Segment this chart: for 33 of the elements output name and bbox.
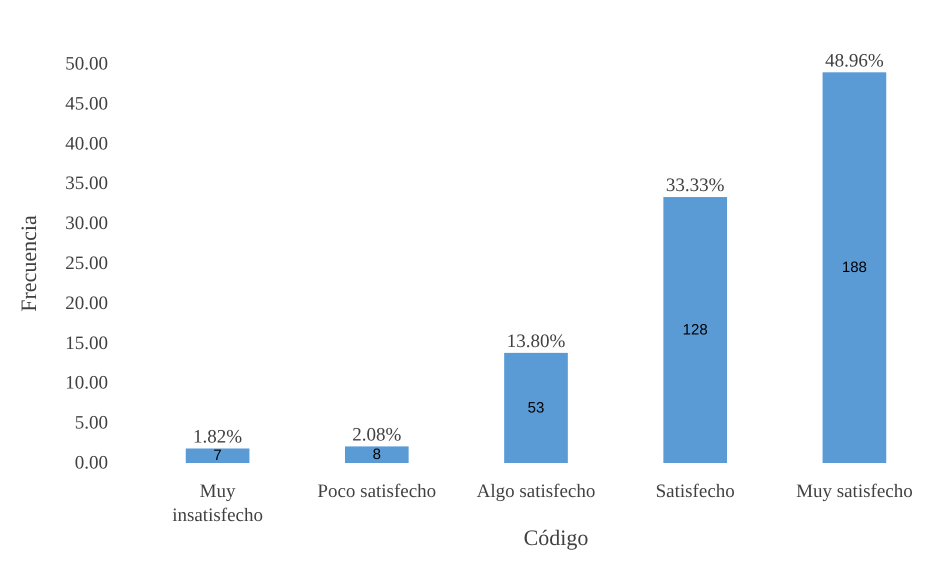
bar	[186, 448, 250, 463]
y-tick-label: 35.00	[65, 173, 108, 194]
data-label: 33.33%	[666, 175, 725, 196]
annotation: 188	[842, 259, 867, 276]
y-tick-label: 10.00	[65, 372, 108, 394]
y-tick-label: 25.00	[65, 253, 108, 274]
y-tick-label: 20.00	[65, 292, 108, 314]
x-tick-label: Poco satisfecho	[317, 481, 436, 502]
y-tick-label: 30.00	[65, 213, 108, 234]
x-axis-title: Código	[524, 525, 588, 550]
y-tick-label: 45.00	[65, 93, 108, 114]
y-tick-label: 40.00	[65, 133, 108, 154]
x-tick-label: Muy satisfecho	[796, 481, 913, 502]
y-tick-label: 15.00	[65, 332, 108, 354]
annotation: 7	[213, 447, 222, 464]
bar	[822, 72, 886, 463]
bar	[504, 352, 568, 463]
data-label: 13.80%	[506, 330, 566, 352]
y-axis-title: Frecuencia	[16, 215, 41, 312]
data-label: 1.82%	[193, 426, 242, 448]
annotation: 8	[372, 446, 381, 464]
bar	[663, 197, 728, 463]
data-label: 48.96%	[825, 50, 884, 72]
annotation: 53	[528, 399, 544, 416]
y-tick-label: 0.00	[74, 452, 108, 474]
x-tick-label: Muy insatisfecho	[172, 481, 263, 526]
annotation: 128	[682, 322, 708, 339]
bar	[344, 446, 409, 463]
x-tick-label: Algo satisfecho	[476, 481, 596, 502]
x-tick-label: Satisfecho	[656, 481, 735, 502]
y-tick-label: 5.00	[74, 412, 108, 434]
y-tick-label: 50.00	[65, 54, 108, 74]
data-label: 2.08%	[352, 424, 402, 446]
